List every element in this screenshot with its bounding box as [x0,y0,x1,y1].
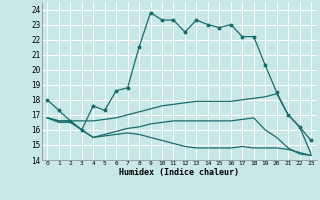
X-axis label: Humidex (Indice chaleur): Humidex (Indice chaleur) [119,168,239,177]
